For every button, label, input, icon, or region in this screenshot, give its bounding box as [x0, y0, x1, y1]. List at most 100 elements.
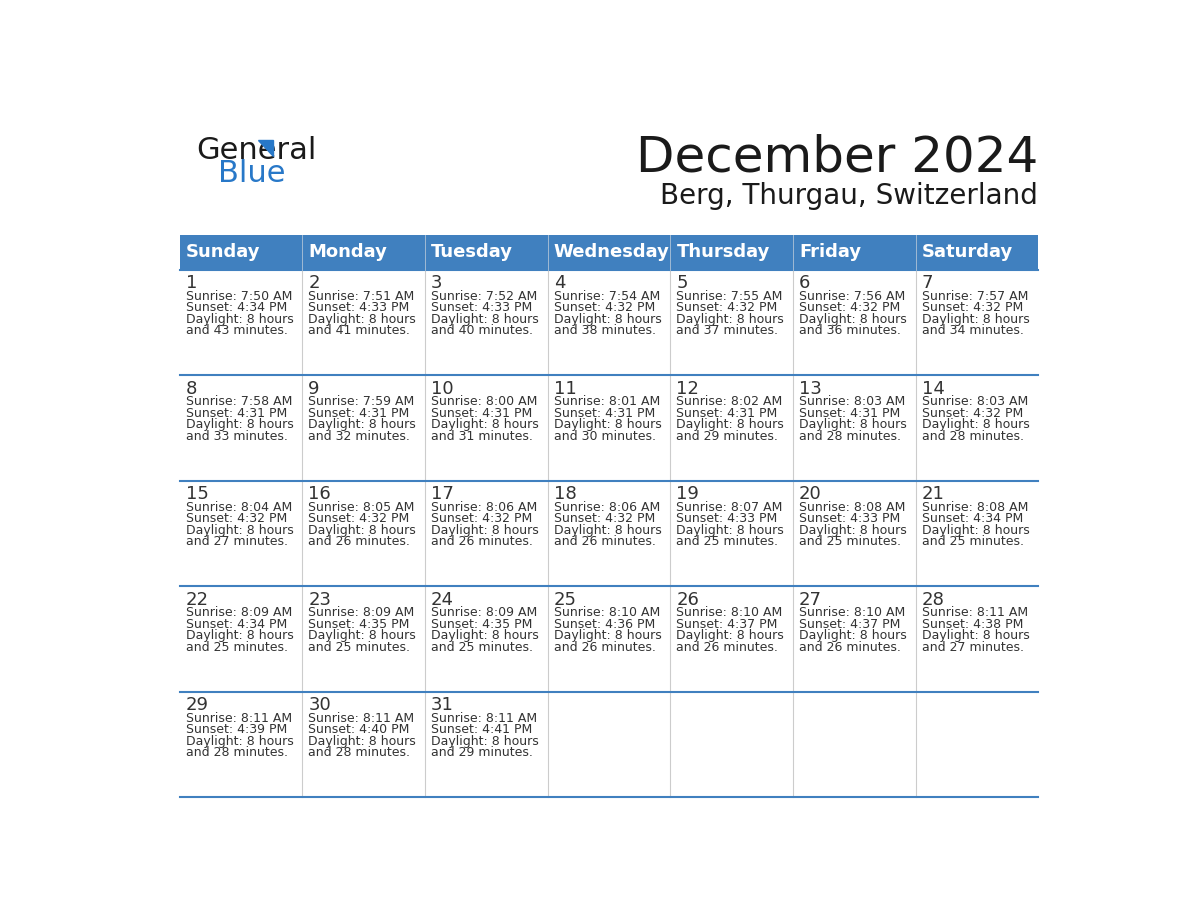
Bar [916, 375, 1038, 480]
Text: Sunrise: 8:03 AM: Sunrise: 8:03 AM [800, 395, 905, 409]
Bar [302, 480, 425, 586]
Text: and 25 minutes.: and 25 minutes. [185, 641, 287, 654]
Text: and 28 minutes.: and 28 minutes. [309, 746, 410, 759]
Bar [425, 586, 548, 691]
Text: and 28 minutes.: and 28 minutes. [922, 430, 1024, 442]
Text: and 27 minutes.: and 27 minutes. [922, 641, 1024, 654]
Bar [548, 480, 670, 586]
Text: Sunset: 4:32 PM: Sunset: 4:32 PM [185, 512, 287, 525]
Text: and 34 minutes.: and 34 minutes. [922, 324, 1024, 337]
Text: Sunset: 4:40 PM: Sunset: 4:40 PM [309, 723, 410, 736]
Bar [670, 691, 792, 797]
Bar [548, 375, 670, 480]
Bar [179, 270, 302, 375]
Text: Daylight: 8 hours: Daylight: 8 hours [554, 523, 662, 537]
Bar [670, 480, 792, 586]
Bar [792, 270, 916, 375]
Text: and 33 minutes.: and 33 minutes. [185, 430, 287, 442]
Text: Daylight: 8 hours: Daylight: 8 hours [922, 313, 1030, 326]
Text: 18: 18 [554, 485, 576, 503]
Text: Sunset: 4:32 PM: Sunset: 4:32 PM [431, 512, 532, 525]
Text: 16: 16 [309, 485, 331, 503]
Text: 22: 22 [185, 590, 209, 609]
Text: 17: 17 [431, 485, 454, 503]
Text: Sunrise: 8:07 AM: Sunrise: 8:07 AM [676, 500, 783, 513]
Text: Sunset: 4:32 PM: Sunset: 4:32 PM [309, 512, 410, 525]
Text: Daylight: 8 hours: Daylight: 8 hours [922, 629, 1030, 642]
Text: Daylight: 8 hours: Daylight: 8 hours [800, 523, 906, 537]
Text: Daylight: 8 hours: Daylight: 8 hours [922, 419, 1030, 431]
Text: Tuesday: Tuesday [431, 243, 513, 262]
Text: and 25 minutes.: and 25 minutes. [676, 535, 778, 548]
Text: Sunrise: 8:11 AM: Sunrise: 8:11 AM [431, 711, 537, 724]
Text: and 26 minutes.: and 26 minutes. [309, 535, 410, 548]
Text: 31: 31 [431, 696, 454, 714]
Text: 8: 8 [185, 380, 197, 397]
Text: and 40 minutes.: and 40 minutes. [431, 324, 533, 337]
Bar [916, 270, 1038, 375]
Bar [916, 691, 1038, 797]
Text: Daylight: 8 hours: Daylight: 8 hours [185, 523, 293, 537]
Text: Daylight: 8 hours: Daylight: 8 hours [431, 313, 539, 326]
Text: and 37 minutes.: and 37 minutes. [676, 324, 778, 337]
Text: Daylight: 8 hours: Daylight: 8 hours [431, 734, 539, 747]
Bar [916, 480, 1038, 586]
Text: Sunrise: 8:03 AM: Sunrise: 8:03 AM [922, 395, 1028, 409]
Text: 3: 3 [431, 274, 443, 292]
Text: Sunset: 4:32 PM: Sunset: 4:32 PM [554, 512, 655, 525]
Bar [792, 691, 916, 797]
Bar [670, 270, 792, 375]
Text: 9: 9 [309, 380, 320, 397]
Text: 25: 25 [554, 590, 576, 609]
Bar [179, 691, 302, 797]
Text: Sunrise: 8:10 AM: Sunrise: 8:10 AM [676, 606, 783, 619]
Text: Sunrise: 8:05 AM: Sunrise: 8:05 AM [309, 500, 415, 513]
Text: 4: 4 [554, 274, 565, 292]
Text: Sunset: 4:31 PM: Sunset: 4:31 PM [431, 407, 532, 420]
Text: Sunset: 4:35 PM: Sunset: 4:35 PM [309, 618, 410, 631]
Text: Sunrise: 8:11 AM: Sunrise: 8:11 AM [922, 606, 1028, 619]
Text: and 25 minutes.: and 25 minutes. [309, 641, 410, 654]
Text: Sunset: 4:35 PM: Sunset: 4:35 PM [431, 618, 532, 631]
Text: 7: 7 [922, 274, 934, 292]
Text: Sunset: 4:32 PM: Sunset: 4:32 PM [554, 301, 655, 314]
Bar [792, 480, 916, 586]
Text: Sunset: 4:32 PM: Sunset: 4:32 PM [676, 301, 778, 314]
Text: Daylight: 8 hours: Daylight: 8 hours [309, 734, 416, 747]
Bar [179, 235, 1038, 270]
Text: and 36 minutes.: and 36 minutes. [800, 324, 901, 337]
Text: Sunrise: 8:00 AM: Sunrise: 8:00 AM [431, 395, 537, 409]
Text: Daylight: 8 hours: Daylight: 8 hours [185, 629, 293, 642]
Text: and 29 minutes.: and 29 minutes. [431, 746, 533, 759]
Text: Sunrise: 8:04 AM: Sunrise: 8:04 AM [185, 500, 292, 513]
Text: Daylight: 8 hours: Daylight: 8 hours [431, 523, 539, 537]
Text: Daylight: 8 hours: Daylight: 8 hours [554, 629, 662, 642]
Text: Friday: Friday [800, 243, 861, 262]
Text: and 38 minutes.: and 38 minutes. [554, 324, 656, 337]
Text: 26: 26 [676, 590, 700, 609]
Text: 10: 10 [431, 380, 454, 397]
Bar [179, 480, 302, 586]
Text: Daylight: 8 hours: Daylight: 8 hours [309, 419, 416, 431]
Text: Daylight: 8 hours: Daylight: 8 hours [309, 629, 416, 642]
Bar [792, 375, 916, 480]
Bar [425, 375, 548, 480]
Text: Sunrise: 8:08 AM: Sunrise: 8:08 AM [800, 500, 905, 513]
Text: and 32 minutes.: and 32 minutes. [309, 430, 410, 442]
Text: Sunrise: 8:11 AM: Sunrise: 8:11 AM [309, 711, 415, 724]
Text: 15: 15 [185, 485, 209, 503]
Text: 23: 23 [309, 590, 331, 609]
Text: Sunset: 4:31 PM: Sunset: 4:31 PM [309, 407, 410, 420]
Text: Sunset: 4:34 PM: Sunset: 4:34 PM [185, 618, 287, 631]
Text: Sunrise: 7:50 AM: Sunrise: 7:50 AM [185, 289, 292, 303]
Text: 12: 12 [676, 380, 700, 397]
Text: 21: 21 [922, 485, 944, 503]
Text: Sunset: 4:33 PM: Sunset: 4:33 PM [800, 512, 901, 525]
Text: Sunrise: 8:08 AM: Sunrise: 8:08 AM [922, 500, 1028, 513]
Text: and 26 minutes.: and 26 minutes. [676, 641, 778, 654]
Text: 28: 28 [922, 590, 944, 609]
Text: Sunset: 4:37 PM: Sunset: 4:37 PM [800, 618, 901, 631]
Text: 5: 5 [676, 274, 688, 292]
Text: Daylight: 8 hours: Daylight: 8 hours [185, 734, 293, 747]
Text: and 43 minutes.: and 43 minutes. [185, 324, 287, 337]
